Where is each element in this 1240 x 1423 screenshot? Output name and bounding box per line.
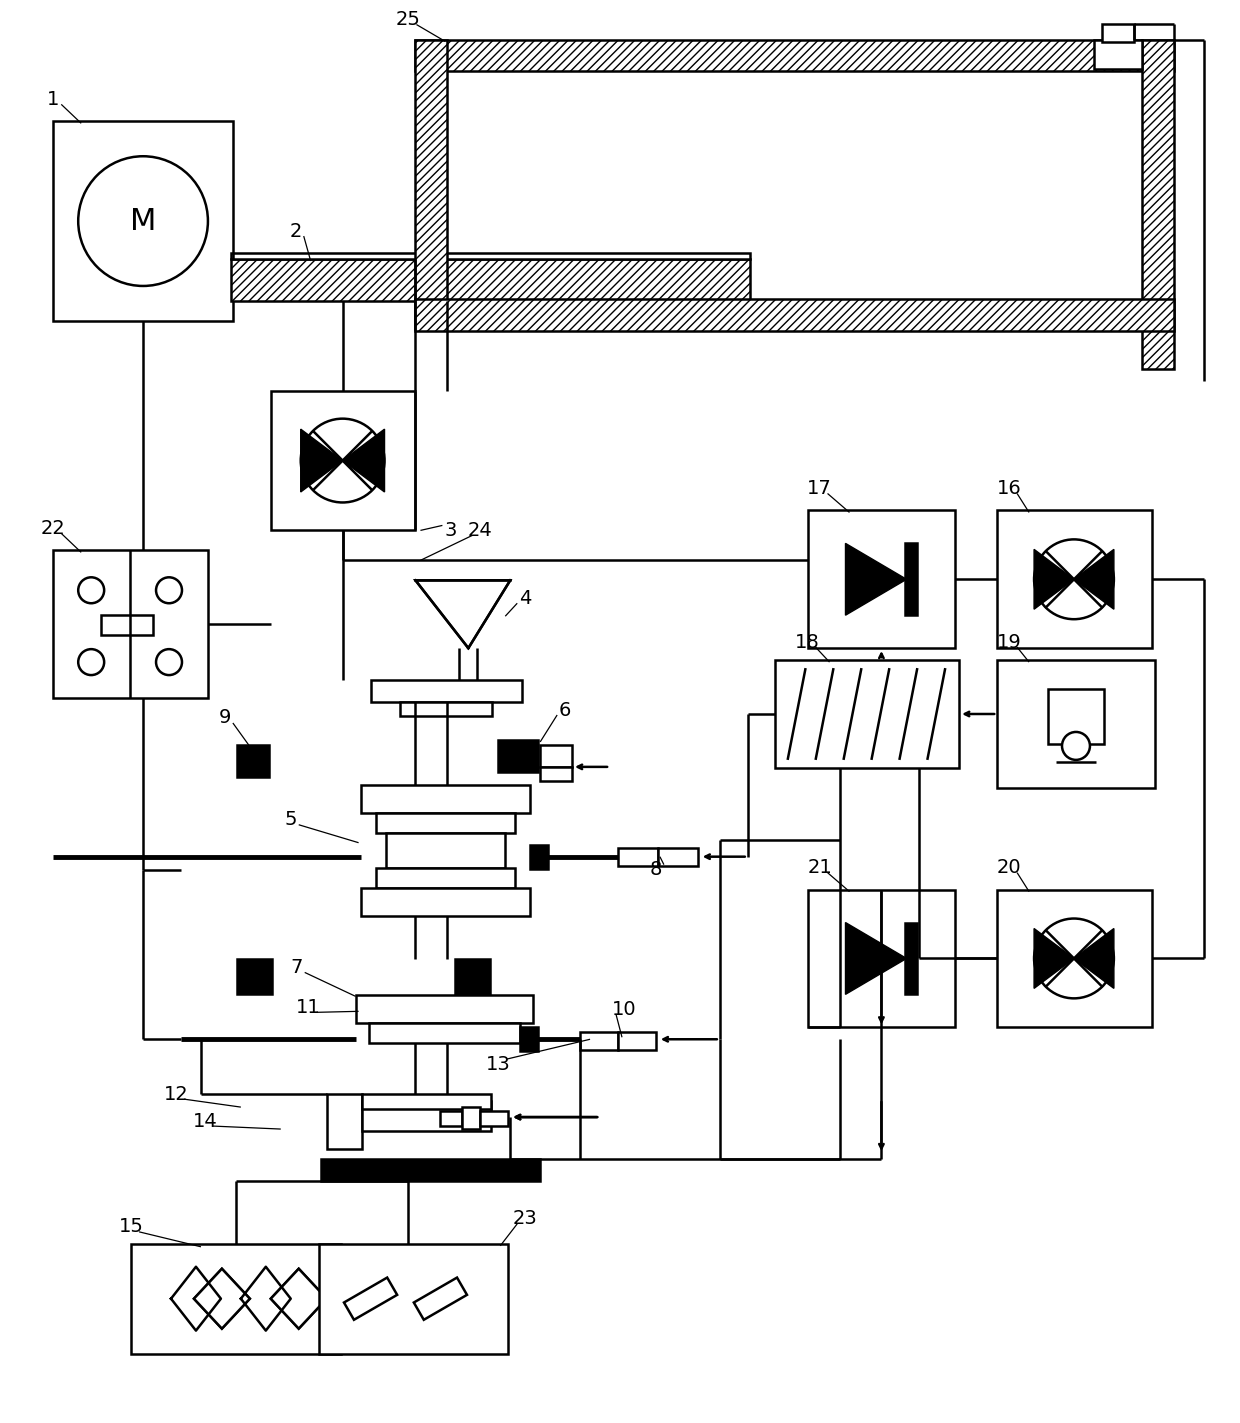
Bar — [361, 785, 531, 813]
Text: 10: 10 — [611, 1000, 636, 1019]
Bar — [356, 995, 533, 1023]
Bar — [1094, 40, 1142, 70]
Text: 8: 8 — [650, 859, 662, 879]
Bar — [997, 889, 1152, 1027]
Bar — [1142, 40, 1174, 369]
Bar — [102, 615, 153, 635]
Text: 24: 24 — [467, 521, 492, 539]
Bar — [440, 1111, 463, 1126]
Bar — [658, 848, 698, 865]
Text: 18: 18 — [795, 633, 820, 652]
Text: 7: 7 — [290, 958, 303, 978]
Polygon shape — [1074, 549, 1114, 609]
Bar — [131, 1244, 341, 1353]
Bar — [498, 740, 538, 771]
Bar — [376, 868, 516, 888]
Polygon shape — [846, 544, 906, 615]
Polygon shape — [1034, 549, 1074, 609]
Polygon shape — [415, 581, 510, 647]
Polygon shape — [270, 1269, 326, 1329]
Text: 21: 21 — [807, 858, 832, 877]
Bar — [807, 889, 955, 1027]
Bar — [904, 544, 916, 615]
Text: 1: 1 — [47, 90, 60, 110]
Text: 5: 5 — [284, 810, 298, 830]
Text: 22: 22 — [41, 519, 66, 538]
Bar — [237, 959, 272, 995]
Bar — [541, 767, 572, 781]
Text: 23: 23 — [513, 1210, 538, 1228]
Bar — [401, 702, 492, 716]
Bar — [53, 551, 208, 699]
Bar — [326, 1094, 362, 1148]
Bar — [618, 848, 658, 865]
Text: 6: 6 — [559, 700, 572, 720]
Text: 2: 2 — [290, 222, 301, 240]
Bar — [362, 1101, 491, 1131]
Bar — [807, 511, 955, 647]
Bar — [1048, 689, 1104, 744]
Bar — [231, 259, 750, 300]
Text: 15: 15 — [119, 1217, 144, 1237]
Text: 19: 19 — [997, 633, 1022, 652]
Polygon shape — [193, 1269, 249, 1329]
Bar — [618, 1032, 656, 1050]
Bar — [371, 680, 522, 702]
Bar — [361, 888, 531, 915]
Text: 17: 17 — [807, 480, 832, 498]
Text: 20: 20 — [997, 858, 1022, 877]
Bar — [455, 959, 490, 995]
Text: 3: 3 — [444, 521, 456, 539]
Bar — [270, 391, 415, 531]
Bar — [237, 744, 269, 777]
Text: 11: 11 — [296, 998, 321, 1017]
Polygon shape — [193, 1269, 249, 1329]
Text: 13: 13 — [486, 1054, 511, 1074]
Polygon shape — [301, 430, 342, 492]
Bar — [415, 40, 1174, 71]
Bar — [415, 40, 448, 329]
Bar — [541, 744, 572, 767]
Bar — [904, 922, 916, 995]
Bar — [531, 845, 548, 868]
Text: 14: 14 — [192, 1111, 217, 1131]
Bar — [343, 1278, 397, 1319]
Bar — [521, 1027, 538, 1052]
Polygon shape — [846, 922, 906, 995]
Bar — [1102, 24, 1133, 41]
Polygon shape — [342, 430, 384, 492]
Bar — [319, 1244, 508, 1353]
Bar — [231, 253, 750, 259]
Bar — [53, 121, 233, 320]
Bar — [362, 1094, 491, 1109]
Polygon shape — [270, 1269, 326, 1329]
Circle shape — [1061, 731, 1090, 760]
Text: 12: 12 — [164, 1084, 188, 1104]
Bar — [321, 1158, 541, 1181]
Bar — [414, 1278, 467, 1319]
Bar — [775, 660, 960, 768]
Text: M: M — [130, 206, 156, 236]
Bar — [580, 1032, 618, 1050]
Bar — [415, 299, 1174, 332]
Bar — [386, 832, 505, 868]
Text: 25: 25 — [396, 10, 420, 28]
Bar — [463, 1107, 480, 1128]
Text: 4: 4 — [520, 589, 532, 608]
Bar — [480, 1111, 508, 1126]
Bar — [997, 660, 1154, 788]
Text: 9: 9 — [218, 709, 231, 727]
Polygon shape — [1074, 929, 1114, 989]
Polygon shape — [1034, 929, 1074, 989]
Bar — [997, 511, 1152, 647]
Bar — [368, 1023, 521, 1043]
Text: 16: 16 — [997, 480, 1022, 498]
Bar — [376, 813, 516, 832]
